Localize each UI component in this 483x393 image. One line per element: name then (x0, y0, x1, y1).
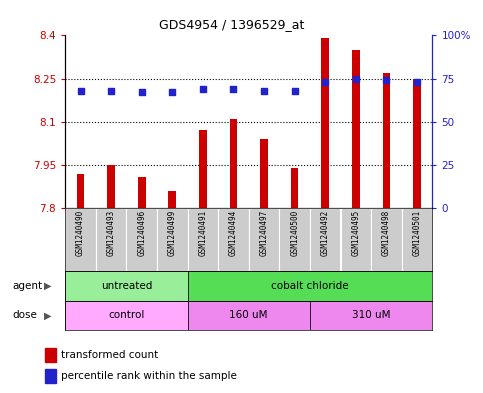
Point (77, 88, 85, 94)
Bar (65, 301, 187, 330)
Text: percentile rank within the sample: percentile rank within the sample (61, 371, 237, 381)
Bar (218, 208, 249, 271)
Point (260, 88, 268, 94)
Bar (260, 139, 268, 208)
Text: 160 uM: 160 uM (229, 310, 268, 320)
Text: GSM1240495: GSM1240495 (351, 210, 360, 256)
Bar (371, 208, 402, 271)
Text: GSM1240500: GSM1240500 (290, 210, 299, 256)
Point (383, 77, 390, 83)
Text: dose: dose (12, 310, 37, 320)
Text: GDS4954 / 1396529_at: GDS4954 / 1396529_at (159, 18, 304, 31)
Bar (279, 208, 310, 271)
Bar (157, 208, 187, 271)
Bar (199, 130, 207, 208)
Text: GSM1240492: GSM1240492 (321, 210, 330, 256)
Text: untreated: untreated (100, 281, 152, 291)
Text: GSM1240490: GSM1240490 (76, 210, 85, 256)
Text: agent: agent (12, 281, 42, 291)
Bar (77, 174, 85, 208)
Bar (45, 347, 56, 362)
Bar (229, 119, 237, 208)
Point (199, 86, 207, 92)
Text: GSM1240493: GSM1240493 (107, 210, 115, 256)
Text: GSM1240494: GSM1240494 (229, 210, 238, 256)
Point (352, 75, 360, 82)
Bar (310, 208, 341, 271)
Text: 310 uM: 310 uM (352, 310, 390, 320)
Bar (249, 208, 279, 271)
Point (107, 88, 115, 94)
Bar (127, 208, 157, 271)
Bar (107, 165, 115, 208)
Point (229, 86, 237, 92)
Bar (65, 271, 187, 301)
Text: GSM1240497: GSM1240497 (259, 210, 269, 256)
Text: GSM1240499: GSM1240499 (168, 210, 177, 256)
Text: ▶: ▶ (43, 310, 51, 320)
Text: GSM1240491: GSM1240491 (199, 210, 207, 256)
Bar (169, 191, 176, 208)
Bar (341, 208, 371, 271)
Text: cobalt chloride: cobalt chloride (271, 281, 349, 291)
Bar (291, 168, 298, 208)
Text: GSM1240498: GSM1240498 (382, 210, 391, 256)
Bar (65, 208, 96, 271)
Bar (413, 79, 421, 208)
Text: GSM1240501: GSM1240501 (412, 210, 422, 256)
Bar (138, 176, 145, 208)
Text: ▶: ▶ (43, 281, 51, 291)
Point (413, 79, 421, 85)
Point (169, 89, 176, 95)
Point (321, 79, 329, 85)
Text: control: control (108, 310, 144, 320)
Bar (187, 208, 218, 271)
Bar (321, 38, 329, 208)
Text: GSM1240496: GSM1240496 (137, 210, 146, 256)
Bar (383, 73, 390, 208)
Bar (402, 208, 432, 271)
Bar (96, 208, 127, 271)
Text: transformed count: transformed count (61, 350, 158, 360)
Point (291, 88, 298, 94)
Bar (187, 271, 432, 301)
Bar (352, 50, 360, 208)
Bar (45, 369, 56, 384)
Bar (187, 301, 310, 330)
Bar (310, 301, 432, 330)
Point (138, 89, 145, 95)
